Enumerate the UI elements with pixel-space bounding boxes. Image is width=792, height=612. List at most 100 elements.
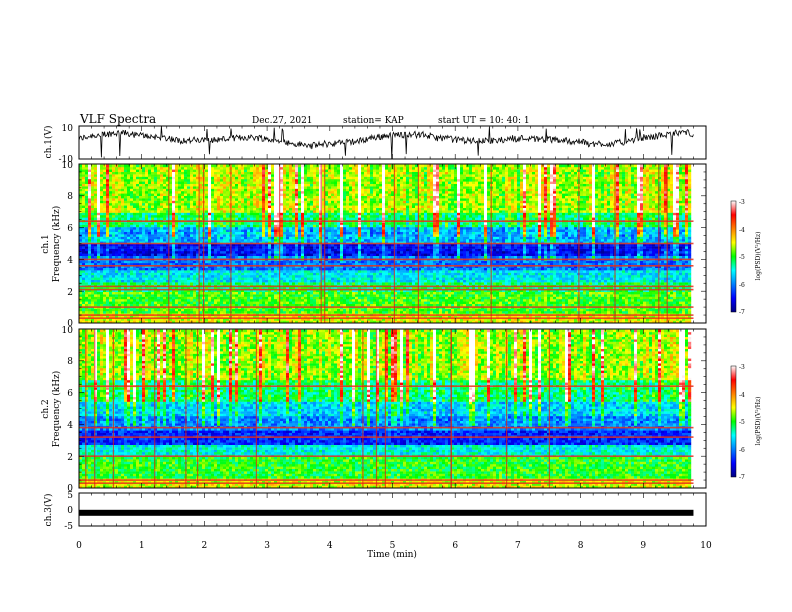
spectrogram-cell bbox=[277, 243, 281, 247]
spectrogram-cell bbox=[178, 251, 182, 254]
spectrogram-cell bbox=[286, 294, 290, 297]
spectrogram-cell bbox=[172, 207, 176, 211]
spectrogram-cell bbox=[181, 253, 185, 256]
spectrogram-cell bbox=[151, 308, 155, 312]
spectrogram-cell bbox=[268, 212, 272, 216]
spectrogram-cell bbox=[109, 272, 113, 276]
spectrogram-cell bbox=[124, 267, 128, 271]
spectrogram-cell bbox=[163, 222, 167, 225]
spectrogram-cell bbox=[151, 188, 155, 192]
spectrogram-cell bbox=[133, 320, 137, 324]
spectrogram-cell bbox=[196, 171, 200, 175]
spectrogram-cell bbox=[169, 205, 173, 208]
spectrogram-cell bbox=[85, 198, 89, 201]
spectrogram-cell bbox=[121, 188, 125, 192]
spectrogram-cell bbox=[196, 267, 200, 271]
spectrogram-cell bbox=[214, 260, 218, 264]
spectrogram-cell bbox=[160, 200, 164, 204]
spectrogram-cell bbox=[190, 188, 194, 192]
spectrogram-cell bbox=[226, 181, 230, 184]
spectrogram-cell bbox=[238, 299, 242, 302]
spectrogram-cell bbox=[154, 179, 158, 182]
spectrogram-cell bbox=[169, 231, 173, 235]
spectrogram-cell bbox=[274, 224, 278, 228]
spectrogram-cell bbox=[91, 203, 95, 206]
spectrogram-cell bbox=[160, 234, 164, 237]
spectrogram-cell bbox=[178, 318, 182, 321]
spectrogram-cell bbox=[142, 186, 146, 189]
spectrogram-cell bbox=[82, 279, 86, 283]
spectrogram-cell bbox=[256, 320, 260, 324]
spectrogram-cell bbox=[136, 277, 140, 280]
spectrogram-cell bbox=[220, 279, 224, 283]
spectrogram-cell bbox=[232, 181, 236, 184]
spectrogram-cell bbox=[157, 200, 161, 204]
spectrogram-cell bbox=[250, 215, 254, 218]
spectrogram-cell bbox=[235, 289, 239, 292]
spectrogram-cell bbox=[214, 315, 218, 319]
spectrogram-cell bbox=[121, 253, 125, 256]
spectrogram-cell bbox=[232, 277, 236, 280]
spectrogram-cell bbox=[121, 231, 125, 235]
spectrogram-cell bbox=[217, 167, 221, 170]
ch1-ytick-top: 10 bbox=[62, 124, 74, 134]
spectrogram-cell bbox=[193, 176, 197, 180]
spectrogram-cell bbox=[139, 263, 143, 266]
spectrogram-cell bbox=[124, 171, 128, 175]
spectrogram-cell bbox=[118, 179, 122, 182]
spectrogram-cell bbox=[121, 255, 125, 259]
spectrogram-cell bbox=[148, 239, 152, 242]
spectrogram-cell bbox=[256, 243, 260, 247]
spectrogram-cell bbox=[193, 167, 197, 170]
spectrogram-cell bbox=[88, 275, 92, 278]
spectrogram-cell bbox=[130, 167, 134, 170]
spectrogram-cell bbox=[115, 183, 119, 187]
spectrogram-cell bbox=[124, 272, 128, 276]
spectrogram-cell bbox=[190, 272, 194, 276]
spectrogram-cell bbox=[289, 224, 293, 228]
spectrogram-cell bbox=[85, 210, 89, 213]
spectrogram-cell bbox=[85, 318, 89, 321]
spectrogram-cell bbox=[235, 231, 239, 235]
spectrogram-cell bbox=[235, 210, 239, 213]
spectrogram-cell bbox=[217, 191, 221, 194]
spectrogram-cell bbox=[178, 191, 182, 194]
spectrogram-cell bbox=[88, 210, 92, 213]
spectrogram-cell bbox=[124, 207, 128, 211]
spectrogram-cell bbox=[214, 251, 218, 254]
spectrogram-cell bbox=[151, 272, 155, 276]
spectrogram-cell bbox=[148, 277, 152, 280]
spectrogram-cell bbox=[208, 263, 212, 266]
spectrogram-cell bbox=[274, 174, 278, 177]
spectrogram-cell bbox=[274, 169, 278, 172]
spectrogram-cell bbox=[118, 253, 122, 256]
spectrogram-cell bbox=[235, 188, 239, 192]
spectrogram-cell bbox=[133, 174, 137, 177]
spectrogram-cell bbox=[193, 287, 197, 290]
spectrogram-cell bbox=[130, 205, 134, 208]
spectrogram-cell bbox=[97, 253, 101, 256]
spectrogram-cell bbox=[214, 200, 218, 204]
spectrogram-cell bbox=[142, 277, 146, 280]
spectrogram-cell bbox=[157, 212, 161, 216]
spectrogram-cell bbox=[157, 205, 161, 208]
spectrogram-cell bbox=[136, 205, 140, 208]
spectrogram-cell bbox=[91, 277, 95, 280]
spectrogram-cell bbox=[88, 296, 92, 300]
spectrogram-cell bbox=[184, 318, 188, 321]
spectrogram-cell bbox=[79, 315, 83, 319]
spectrogram-cell bbox=[97, 195, 101, 199]
spectrogram-cell bbox=[91, 315, 95, 319]
spectrogram-cell bbox=[217, 164, 221, 168]
spectrogram-cell bbox=[226, 287, 230, 290]
spectrogram-cell bbox=[79, 246, 83, 249]
spectrogram-cell bbox=[220, 263, 224, 266]
spectrogram-cell bbox=[172, 299, 176, 302]
spectrogram-cell bbox=[274, 253, 278, 256]
spectrogram-cell bbox=[295, 246, 299, 249]
spectrogram-cell bbox=[283, 195, 287, 199]
spectrogram-cell bbox=[130, 255, 134, 259]
spectrogram-cell bbox=[151, 212, 155, 216]
spectrogram-cell bbox=[253, 212, 257, 216]
